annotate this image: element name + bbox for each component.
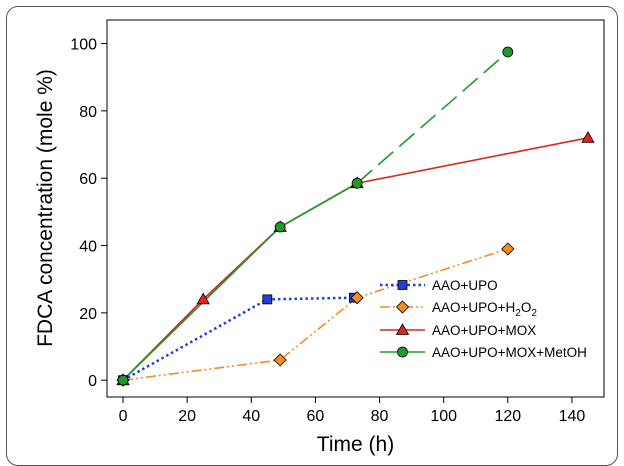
x-tick-label: 100 <box>430 408 457 425</box>
series-line-aao-upo <box>122 296 354 382</box>
legend-item-aao-upo-mox-metoh: AAO+UPO+MOX+MetOH <box>380 345 587 360</box>
legend-label-h2o2-sub1: 2 <box>515 308 521 319</box>
legend-symbol-aao-upo-h2o2 <box>395 300 410 314</box>
legend-symbol-aao-upo-mox <box>395 323 410 335</box>
legend-marker-aao-upo-mox <box>395 323 410 335</box>
legend-label-h2o2-main: AAO+UPO+H <box>432 300 515 315</box>
data-point-aao-upo-h2o2 <box>350 291 364 305</box>
data-point-aao-upo-mox-metoh <box>274 221 286 233</box>
legend-label-aao-upo: AAO+UPO <box>432 278 498 293</box>
legend-item-aao-upo-mox: AAO+UPO+MOX <box>380 323 536 338</box>
x-axis-title: Time (h) <box>317 433 394 456</box>
legend-label-h2o2-main2: O <box>521 300 532 315</box>
legend-marker-aao-upo-mox-metoh <box>397 346 408 358</box>
series-line-aao-upo-mox-metoh <box>122 182 358 381</box>
x-tick-label: 80 <box>371 408 389 425</box>
legend-symbol-aao-upo <box>397 280 408 290</box>
data-point-aao-upo <box>262 294 273 305</box>
legend-item-aao-upo: AAO+UPO <box>380 278 498 293</box>
legend-symbol-aao-upo-mox-metoh <box>397 346 408 358</box>
legend-label-aao-upo-h2o2: AAO+UPO+H2O2 <box>432 300 537 319</box>
y-tick-label: 80 <box>79 104 97 121</box>
legend-item-aao-upo-h2o2: AAO+UPO+H2O2 <box>380 300 537 319</box>
plot-area <box>106 19 605 398</box>
y-tick-label: 40 <box>79 239 97 256</box>
data-point-aao-upo-mox-metoh <box>117 374 129 386</box>
x-tick-label: 140 <box>559 408 586 425</box>
data-point-aao-upo-mox-metoh <box>351 177 363 189</box>
y-tick-label: 60 <box>79 171 97 188</box>
legend-marker-aao-upo-h2o2 <box>395 300 410 314</box>
y-tick-label: 100 <box>70 37 97 54</box>
x-tick-label: 0 <box>119 408 128 425</box>
data-point-aao-upo-mox <box>581 131 595 143</box>
series-line-aao-upo-mox-metoh-dashed <box>356 51 509 184</box>
y-tick-label: 20 <box>79 306 97 323</box>
data-point-aao-upo-mox-metoh <box>502 46 514 58</box>
x-tick-label: 60 <box>307 408 325 425</box>
legend: AAO+UPO AAO+UPO+H2O2 AAO+UPO+MOX AAO+UPO… <box>380 278 587 360</box>
y-axis-ticks: 0 20 40 60 80 100 <box>70 37 107 390</box>
series-line-aao-upo-mox <box>122 137 589 381</box>
series-markers <box>116 46 595 387</box>
y-tick-label: 0 <box>88 373 97 390</box>
series-line-aao-upo-h2o2 <box>122 248 509 381</box>
legend-label-h2o2-sub2: 2 <box>531 308 537 319</box>
legend-marker-aao-upo <box>397 280 408 290</box>
legend-label-aao-upo-mox-metoh: AAO+UPO+MOX+MetOH <box>432 345 587 360</box>
data-point-aao-upo-h2o2 <box>273 353 287 367</box>
data-point-aao-upo-mox <box>196 292 210 305</box>
data-point-aao-upo-h2o2 <box>501 242 515 256</box>
legend-label-aao-upo-mox: AAO+UPO+MOX <box>432 323 536 338</box>
x-tick-label: 20 <box>178 408 196 425</box>
x-tick-label: 120 <box>494 408 521 425</box>
y-axis-title: FDCA concentration (mole %) <box>34 69 57 347</box>
x-axis-ticks: 0 20 40 60 80 100 120 140 <box>119 397 586 425</box>
x-tick-label: 40 <box>242 408 260 425</box>
